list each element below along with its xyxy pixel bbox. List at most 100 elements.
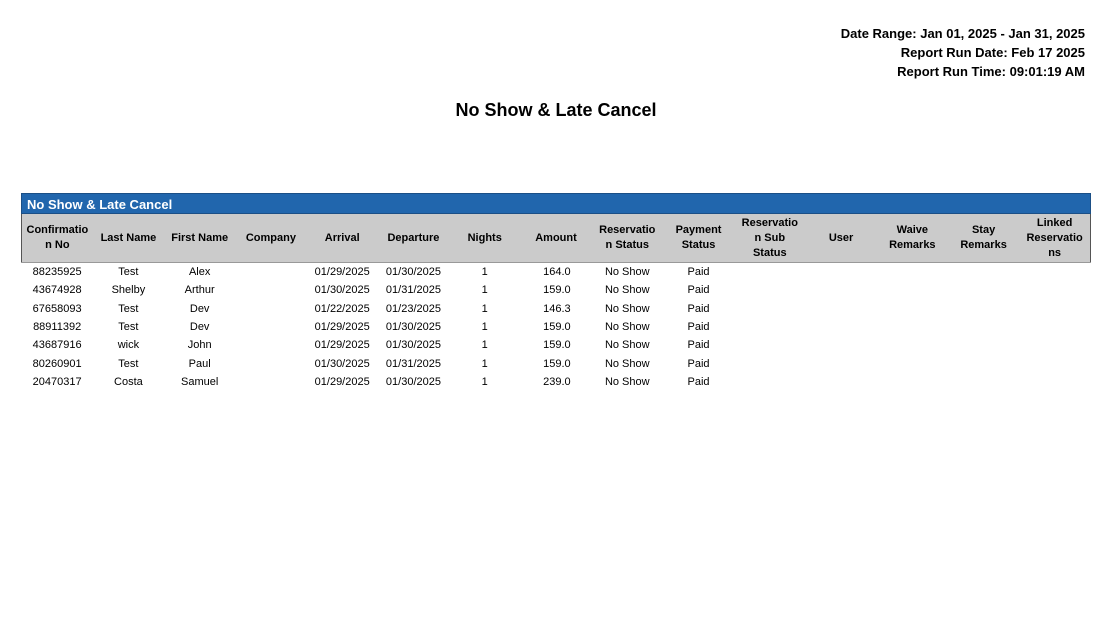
table-cell <box>805 318 876 336</box>
table-cell: 01/29/2025 <box>314 266 370 279</box>
column-header: Reservatio n Status <box>591 214 663 263</box>
table-cell <box>948 373 1019 391</box>
table-cell <box>235 318 306 336</box>
column-header: User <box>805 214 877 263</box>
table-cell <box>1019 373 1090 391</box>
report-run-time: Report Run Time: 09:01:19 AM <box>897 64 1085 79</box>
table-cell: 1 <box>481 357 488 370</box>
table-cell: Costa <box>114 375 143 388</box>
table-cell <box>948 336 1019 354</box>
table-cell <box>805 263 876 282</box>
table-cell: 20470317 <box>32 375 82 388</box>
table-cell: 01/29/2025 <box>314 321 370 334</box>
table-cell <box>805 373 876 391</box>
table-cell <box>1019 281 1090 299</box>
table-cell: Paid <box>687 339 710 352</box>
table-cell: Paid <box>687 321 710 334</box>
table-row: 88911392 Test Dev 01/29/2025 01/30/2025 1 159.… <box>22 318 1091 336</box>
table-cell <box>734 318 805 336</box>
table-cell: No Show <box>604 302 650 315</box>
table-cell: 88911392 <box>33 321 82 334</box>
table-cell: Paul <box>188 357 211 370</box>
table-cell <box>1019 336 1090 354</box>
table-cell: 01/30/2025 <box>385 321 441 334</box>
table-cell: Dev <box>189 302 210 315</box>
table-cell: 01/30/2025 <box>314 357 370 370</box>
date-range: Date Range: Jan 01, 2025 - Jan 31, 2025 <box>840 26 1085 41</box>
table-cell <box>948 281 1019 299</box>
table-cell: Test <box>118 357 139 370</box>
table-cell <box>805 354 876 372</box>
table-cell <box>877 354 948 372</box>
table-cell: 01/30/2025 <box>385 339 441 352</box>
table-cell: No Show <box>604 357 650 370</box>
table-cell: 01/23/2025 <box>385 302 441 315</box>
table-cell: Test <box>118 321 139 334</box>
report-table: Confirmatio n No Last Name First Name Compa… <box>20 214 1092 391</box>
column-header: Waive Remarks <box>876 214 948 263</box>
column-header: Reservatio n Sub Status <box>734 214 806 263</box>
table-cell <box>805 300 876 318</box>
table-cell <box>948 263 1019 282</box>
table-cell: 239.0 <box>543 375 571 388</box>
report-meta: Date Range: Jan 01, 2025 - Jan 31, 2025 … <box>841 24 1085 81</box>
table-cell: Test <box>118 302 139 315</box>
column-header: Linked Reservatio ns <box>1019 214 1092 263</box>
table-cell: 1 <box>481 321 488 334</box>
table-cell <box>877 336 948 354</box>
table-cell <box>734 300 805 318</box>
table-row: 67658093 Test Dev 01/22/2025 01/23/2025 1 146.… <box>22 300 1091 318</box>
table-cell <box>805 336 876 354</box>
column-header: Amount <box>520 214 592 263</box>
table-cell <box>734 336 805 354</box>
table-cell <box>235 373 306 391</box>
table-cell: Arthur <box>184 284 215 297</box>
table-cell <box>1019 263 1090 282</box>
table-cell <box>1019 354 1090 372</box>
column-header: Arrival <box>306 214 378 263</box>
table-cell <box>948 354 1019 372</box>
table-cell: No Show <box>604 284 650 297</box>
table-cell <box>235 263 306 282</box>
table-cell: No Show <box>604 321 650 334</box>
table-cell: Paid <box>687 266 710 279</box>
table-cell: 164.0 <box>543 266 571 279</box>
table-cell: No Show <box>604 266 650 279</box>
table-cell <box>1019 318 1090 336</box>
column-header: Payment Status <box>662 214 735 263</box>
table-cell <box>734 354 805 372</box>
table-cell: 01/29/2025 <box>314 339 370 352</box>
table-row: 20470317 Costa Samuel 01/29/2025 01/30/2025 1… <box>22 373 1091 391</box>
column-header: Stay Remarks <box>947 214 1020 263</box>
table-row: 88235925 Test Alex 01/29/2025 01/30/2025 1 164… <box>22 263 1091 282</box>
table-cell: 159.0 <box>543 321 571 334</box>
report-section: No Show & Late Cancel Confirmatio n No La… <box>20 193 1092 391</box>
table-cell: 1 <box>481 302 488 315</box>
table-cell: John <box>187 339 212 352</box>
table-cell: Alex <box>188 266 211 279</box>
table-cell: 67658093 <box>32 302 82 315</box>
table-cell <box>734 281 805 299</box>
table-cell <box>877 300 948 318</box>
table-row: 43687916 wick John 01/29/2025 01/30/2025 1 159… <box>22 336 1091 354</box>
table-cell <box>734 373 805 391</box>
table-header-row: Confirmatio n No Last Name First Name Compa… <box>20 214 1092 263</box>
table-cell: No Show <box>604 339 650 352</box>
table-cell: 43687916 <box>32 339 82 352</box>
table-cell <box>948 300 1019 318</box>
table-cell <box>734 263 805 282</box>
column-header: Confirmatio n No <box>20 214 93 263</box>
section-header: No Show & Late Cancel <box>21 193 1091 214</box>
table-cell: Paid <box>687 357 710 370</box>
column-header: Nights <box>449 214 521 263</box>
table-row: 80260901 Test Paul 01/30/2025 01/31/2025 1 159… <box>22 354 1091 372</box>
table-cell: 01/22/2025 <box>314 302 370 315</box>
table-cell: 80260901 <box>32 357 82 370</box>
table-cell: 43674928 <box>32 284 82 297</box>
table-cell: 1 <box>481 284 488 297</box>
table-cell <box>235 354 306 372</box>
table-cell: Shelby <box>111 284 146 297</box>
table-cell <box>805 281 876 299</box>
table-cell <box>877 373 948 391</box>
column-header: First Name <box>164 214 236 263</box>
